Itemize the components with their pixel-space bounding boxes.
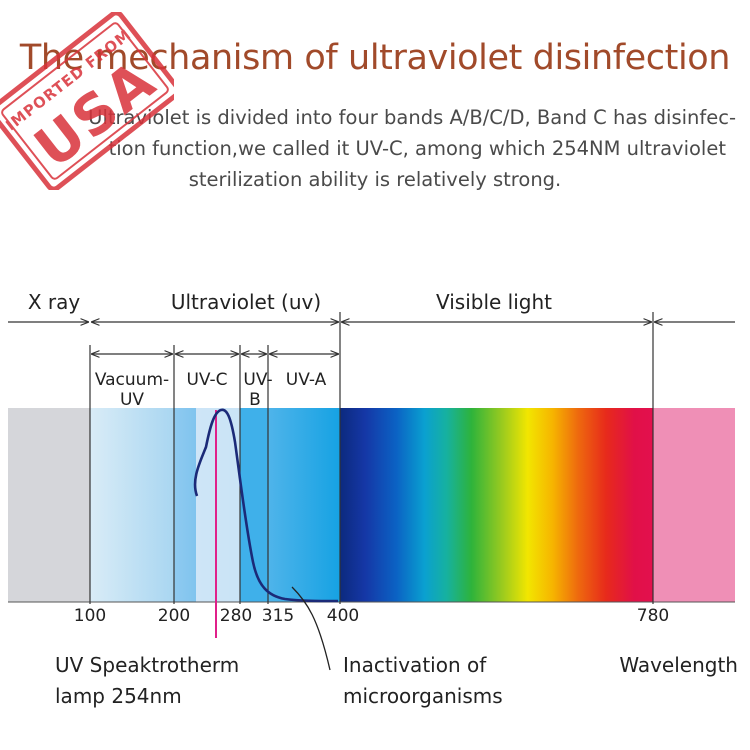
lamp-label-1: UV Speaktrotherm [55, 653, 239, 677]
description-line-1: Ultraviolet is divided into four bands A… [88, 106, 736, 129]
tick-label-200: 200 [158, 606, 190, 626]
infrared-band [653, 408, 735, 602]
vacuum-uv-label-2: UV [120, 390, 144, 410]
xray-label: X ray [28, 290, 81, 314]
tick-label-315: 315 [262, 606, 294, 626]
vacuum-uv-band [90, 408, 174, 602]
inactivation-leader [291, 586, 331, 671]
inactivation-label-2: microorganisms [343, 684, 503, 708]
imported-from-usa-stamp: IMPORTED FROM USA [0, 12, 174, 190]
uva-band [268, 408, 340, 602]
lamp-label-2: lamp 254nm [55, 684, 182, 708]
uvb-label-1: UV- [243, 370, 272, 390]
description-line-3: sterilization ability is relatively stro… [188, 168, 562, 191]
uva-label: UV-A [286, 370, 327, 390]
xray-band [8, 408, 90, 602]
visible-light-label: Visible light [436, 290, 552, 314]
tick-label-100: 100 [74, 606, 106, 626]
description-line-2: tion function,we called it UV-C, among w… [108, 137, 726, 160]
tick-label-400: 400 [327, 606, 359, 626]
tick-label-280: 280 [220, 606, 252, 626]
ultraviolet-label: Ultraviolet (uv) [171, 290, 321, 314]
inactivation-label-1: Inactivation of [343, 653, 487, 677]
uvc-highlight [196, 408, 240, 602]
uvc-label: UV-C [186, 370, 227, 390]
tick-label-780: 780 [637, 606, 669, 626]
germicidal-curve [193, 408, 339, 603]
vacuum-uv-label-1: Vacuum- [95, 370, 169, 390]
visible-light-band [340, 408, 653, 602]
division-lines [89, 312, 654, 604]
wavelength-label: Wavelength [619, 653, 738, 677]
uvb-label-2: B [249, 390, 261, 410]
description: Ultraviolet is divided into four bands A… [0, 102, 750, 195]
page-title: The mechanism of ultraviolet disinfectio… [19, 38, 731, 78]
